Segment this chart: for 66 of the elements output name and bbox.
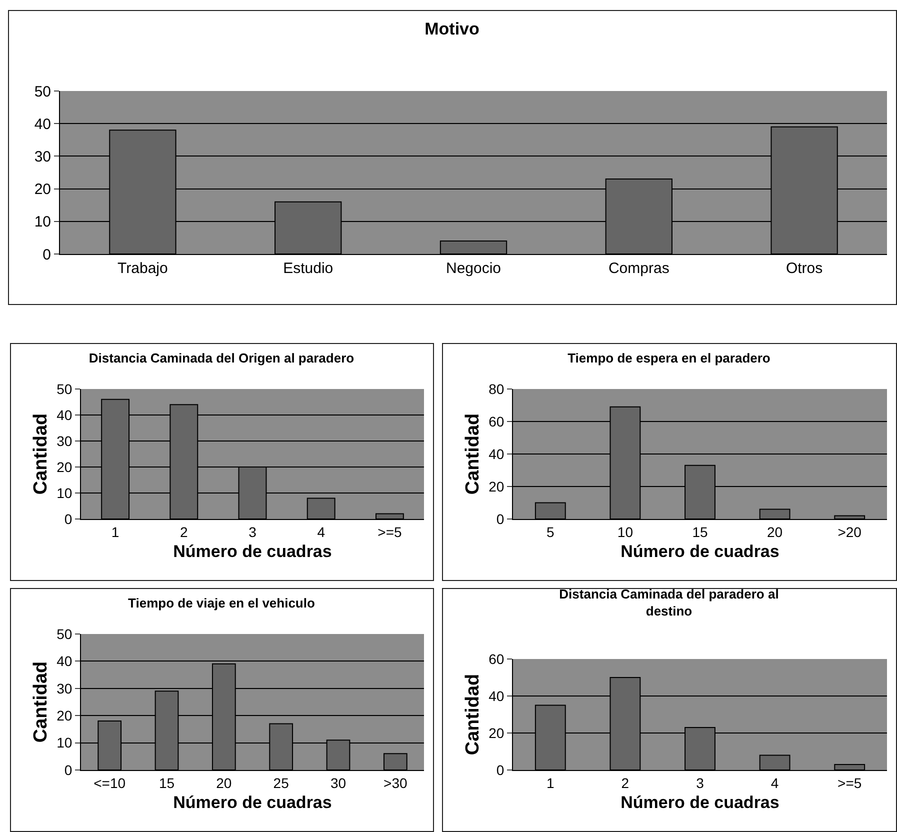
x-tick-label: 4 bbox=[770, 774, 779, 791]
y-tick-label: 30 bbox=[34, 148, 51, 166]
x-tick-label: 15 bbox=[692, 524, 708, 540]
y-tick-label: 40 bbox=[488, 446, 504, 462]
x-axis-title: Número de cuadras bbox=[173, 542, 332, 562]
x-tick-label: 3 bbox=[248, 524, 257, 540]
y-tick-label: 60 bbox=[488, 413, 504, 430]
x-axis-title: Número de cuadras bbox=[620, 542, 780, 562]
chart-title: Tiempo de espera en el paradero bbox=[568, 350, 770, 366]
y-tick-label: 0 bbox=[64, 762, 72, 778]
y-tick-label: 20 bbox=[56, 708, 72, 724]
x-tick-label: 2 bbox=[621, 774, 630, 791]
chart-title: Motivo bbox=[424, 20, 480, 39]
y-tick-label: 20 bbox=[488, 724, 504, 741]
y-tick-label: 10 bbox=[56, 734, 72, 751]
x-tick-label: <=10 bbox=[94, 774, 126, 791]
x-tick-label: 30 bbox=[330, 774, 346, 791]
x-tick-label: >30 bbox=[384, 774, 408, 791]
x-axis-title: Número de cuadras bbox=[620, 793, 780, 812]
x-tick-label: 5 bbox=[546, 524, 554, 540]
x-tick-label: 20 bbox=[216, 774, 232, 791]
y-tick-label: 40 bbox=[56, 406, 72, 423]
y-tick-label: 20 bbox=[56, 458, 72, 475]
y-tick-label: 0 bbox=[64, 510, 72, 527]
x-tick-label: >20 bbox=[838, 524, 862, 540]
chart-title: Distancia Caminada del paradero al destino bbox=[559, 586, 779, 619]
y-tick-label: 20 bbox=[488, 478, 504, 494]
chart-title: Distancia Caminada del Origen al paradero bbox=[88, 350, 354, 366]
y-axis-title: Cantidad bbox=[462, 674, 484, 756]
y-tick-label: 40 bbox=[56, 653, 72, 670]
x-tick-label: Negocio bbox=[446, 260, 502, 277]
x-tick-label: >=5 bbox=[378, 524, 402, 540]
y-tick-label: 50 bbox=[34, 83, 51, 100]
y-tick-label: 10 bbox=[34, 214, 51, 231]
y-tick-label: 0 bbox=[496, 510, 504, 527]
chart-title: Tiempo de viaje en el vehiculo bbox=[128, 596, 315, 611]
x-tick-label: 2 bbox=[180, 524, 188, 540]
x-tick-label: 1 bbox=[111, 524, 120, 540]
x-tick-label: 4 bbox=[317, 524, 326, 540]
y-tick-label: 20 bbox=[34, 181, 51, 198]
y-tick-label: 50 bbox=[56, 380, 72, 397]
x-tick-label: >=5 bbox=[838, 774, 862, 791]
x-tick-label: Estudio bbox=[283, 260, 334, 277]
x-tick-label: 10 bbox=[617, 524, 634, 540]
y-tick-label: 40 bbox=[34, 116, 51, 133]
x-tick-label: 15 bbox=[158, 774, 175, 791]
x-tick-label: Trabajo bbox=[118, 260, 168, 277]
y-tick-label: 10 bbox=[56, 484, 72, 501]
y-tick-label: 40 bbox=[488, 688, 504, 704]
y-tick-label: 0 bbox=[496, 762, 504, 778]
x-tick-label: Otros bbox=[786, 260, 823, 277]
x-tick-label: Compras bbox=[608, 260, 670, 277]
y-axis-title: Cantidad bbox=[30, 661, 52, 743]
y-tick-label: 50 bbox=[56, 626, 72, 642]
y-tick-label: 60 bbox=[488, 650, 504, 667]
x-axis-title: Número de cuadras bbox=[173, 793, 332, 812]
y-tick-label: 30 bbox=[56, 432, 72, 449]
y-tick-label: 80 bbox=[488, 380, 504, 397]
y-tick-label: 30 bbox=[56, 680, 72, 696]
x-tick-label: 1 bbox=[546, 774, 554, 791]
y-axis-title: Cantidad bbox=[462, 413, 484, 495]
x-tick-label: 3 bbox=[696, 774, 704, 791]
x-tick-label: 20 bbox=[767, 524, 783, 540]
y-tick-label: 0 bbox=[42, 246, 51, 264]
x-tick-label: 25 bbox=[273, 774, 290, 791]
y-axis-title: Cantidad bbox=[30, 413, 52, 495]
